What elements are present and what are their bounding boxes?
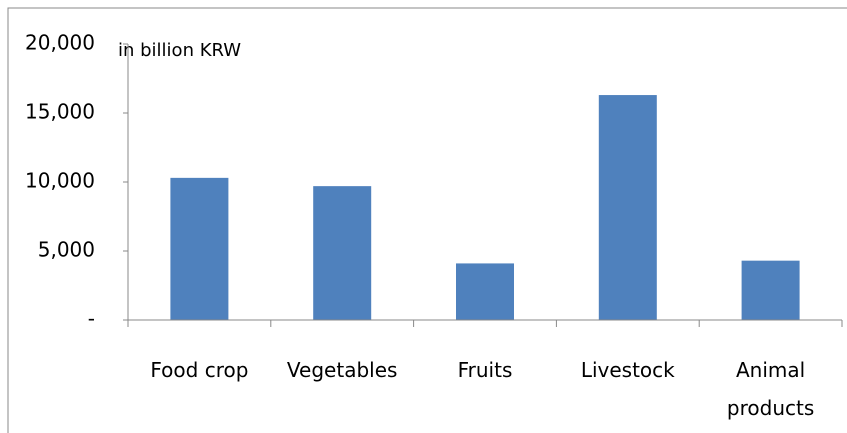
x-tick-label: Livestock <box>580 358 675 382</box>
y-tick-label: 5,000 <box>38 238 95 262</box>
x-tick-label: Food crop <box>150 358 249 382</box>
x-tick-label: Fruits <box>457 358 513 382</box>
y-tick-label: 20,000 <box>25 31 95 55</box>
bar <box>170 177 229 320</box>
bar <box>456 263 514 320</box>
x-tick-label: Vegetables <box>286 358 398 382</box>
bar <box>741 260 800 320</box>
bar <box>313 186 372 320</box>
x-tick-label: Animal products <box>726 358 815 420</box>
chart-frame <box>7 7 847 433</box>
y-tick-label: 15,000 <box>25 100 95 124</box>
y-tick-label: - <box>88 307 95 331</box>
bar <box>598 95 657 320</box>
y-tick-label: 10,000 <box>25 169 95 193</box>
y-axis-label: in billion KRW <box>118 40 241 61</box>
